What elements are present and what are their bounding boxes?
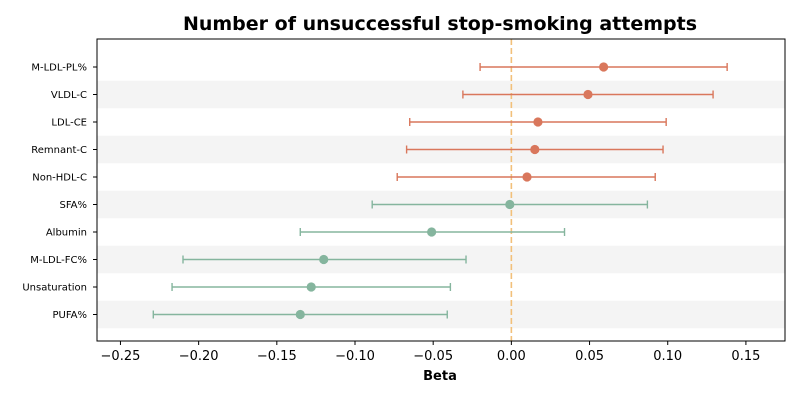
point-estimate: [427, 227, 437, 237]
point-estimate: [599, 62, 609, 72]
y-tick-label: Non-HDL-C: [32, 173, 87, 184]
y-tick-label: LDL-CE: [51, 118, 87, 129]
x-tick-label: 0.15: [731, 349, 760, 364]
point-estimate: [295, 309, 305, 320]
y-tick-label: Albumin: [46, 228, 87, 239]
x-tick-label: −0.25: [101, 349, 141, 364]
x-tick-label: −0.20: [179, 349, 219, 364]
y-axis: M-LDL-PL% VLDL-C LDL-CE Remnant-C Non-HDL-C S…: [22, 63, 97, 321]
point-estimate: [533, 117, 543, 127]
point-estimates: [295, 62, 609, 320]
x-tick-label: −0.05: [413, 349, 453, 364]
point-estimate: [583, 89, 593, 100]
point-estimate: [319, 254, 329, 265]
point-estimate: [530, 144, 540, 155]
y-tick-label: PUFA%: [52, 310, 87, 321]
x-tick-label: 0.10: [653, 349, 682, 364]
y-tick-label: Unsaturation: [22, 283, 87, 294]
y-tick-label: Remnant-C: [31, 145, 87, 156]
x-tick-label: −0.10: [335, 349, 375, 364]
y-tick-label: M-LDL-PL%: [31, 63, 87, 74]
y-tick-label: VLDL-C: [51, 90, 87, 101]
x-axis: −0.25 −0.20 −0.15 −0.10 −0.05 0.00 0.05 0.10 0.1…: [101, 341, 760, 364]
chart-title: Number of unsuccessful stop-smoking atte…: [183, 13, 697, 35]
point-estimate: [505, 199, 515, 210]
x-axis-label: Beta: [423, 369, 457, 384]
x-tick-label: −0.15: [257, 349, 297, 364]
y-tick-label: M-LDL-FC%: [30, 255, 87, 266]
x-tick-label: 0.00: [497, 349, 526, 364]
point-estimate: [522, 172, 532, 182]
plot-frame: [96, 38, 786, 342]
y-tick-label: SFA%: [59, 200, 87, 211]
x-tick-label: 0.05: [575, 349, 604, 364]
point-estimate: [306, 282, 316, 292]
